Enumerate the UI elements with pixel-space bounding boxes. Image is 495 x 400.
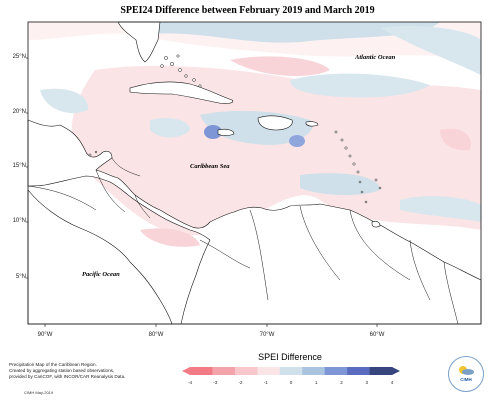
lat-tick-marks [26, 57, 28, 279]
pacific-ocean-label: Pacific Ocean [82, 271, 120, 278]
legend-tick-label: -2 [238, 380, 243, 385]
legend-tick-label: -3 [213, 380, 218, 385]
atlantic-ocean-label: Atlantic Ocean [355, 54, 396, 61]
footer-line-1: Precipitation Map of the Caribbean Regio… [9, 362, 97, 367]
lat-label-25n: 25°N [12, 54, 26, 60]
caribbean-sea-label: Caribbean Sea [190, 163, 230, 170]
legend-tick-label: 1 [314, 380, 318, 385]
legend-swatch [279, 367, 303, 375]
lat-label-20n: 20°N [12, 109, 26, 115]
footer-credit: CIMH May-2019 [24, 390, 54, 395]
map-frame [27, 21, 482, 325]
legend-swatch [324, 367, 348, 375]
lon-tick-marks [44, 324, 378, 327]
sun-cloud-icon [459, 366, 474, 375]
footer-note: Precipitation Map of the Caribbean Regio… [9, 362, 159, 380]
legend-arrow-left [182, 367, 190, 375]
legend-swatch [347, 367, 370, 375]
lat-label-10n: 10°N [12, 218, 26, 224]
legend-swatch [257, 367, 281, 375]
logo-text: CIMH [460, 377, 472, 382]
lon-label-90w: 90°W [37, 332, 53, 338]
legend-arrow-right [392, 367, 400, 375]
legend-tick-label: -4 [187, 380, 192, 385]
legend-tick-label: 0 [289, 380, 293, 385]
footer-line-3: provided by CariCOF, with INCOR/CAR Rean… [9, 374, 126, 379]
lat-label-5n: 5°N [15, 274, 26, 280]
legend-swatch [369, 367, 393, 375]
legend-tick-label: 4 [390, 380, 394, 385]
legend-tick-label: 2 [340, 380, 343, 385]
legend-swatch [234, 367, 258, 375]
map-title: SPEI24 Difference between February 2019 … [120, 5, 375, 16]
legend-swatch [190, 367, 213, 375]
lon-label-80w: 80°W [148, 332, 164, 338]
footer-line-2: Created by aggregating station based obs… [9, 368, 115, 373]
lon-label-70w: 70°W [259, 332, 275, 338]
legend-swatch [212, 367, 236, 375]
cimh-logo: CIMH [448, 356, 484, 392]
legend-title: SPEI Difference [258, 352, 322, 362]
land [27, 21, 482, 325]
lat-label-15n: 15°N [12, 163, 26, 169]
borders [27, 157, 459, 325]
legend-tick-label: -1 [263, 380, 268, 385]
legend-swatch [302, 367, 325, 375]
islands [88, 54, 382, 204]
legend-tick-label: 3 [365, 380, 368, 385]
lon-label-60w: 60°W [369, 332, 385, 338]
legend-colorbar [182, 367, 400, 375]
